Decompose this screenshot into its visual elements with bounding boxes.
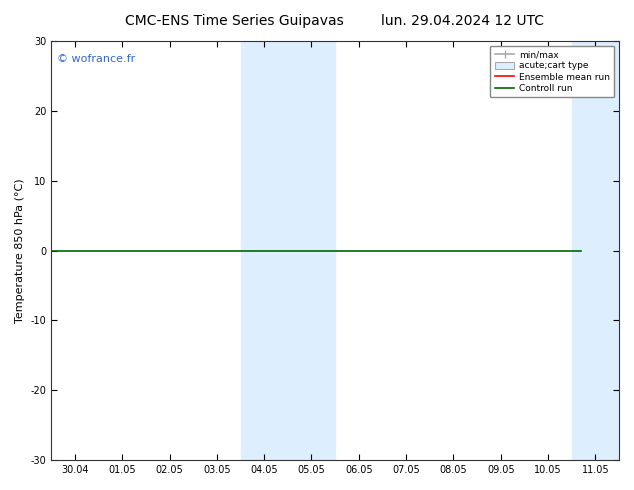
Bar [288,41,335,460]
Y-axis label: Temperature 850 hPa (°C): Temperature 850 hPa (°C) [15,178,25,323]
Bar [572,41,619,460]
Text: © wofrance.fr: © wofrance.fr [57,53,135,64]
Text: CMC-ENS Time Series Guipavas: CMC-ENS Time Series Guipavas [125,14,344,28]
Legend: min/max, acute;cart type, Ensemble mean run, Controll run: min/max, acute;cart type, Ensemble mean … [490,46,614,98]
Bar [240,41,288,460]
Text: lun. 29.04.2024 12 UTC: lun. 29.04.2024 12 UTC [381,14,545,28]
